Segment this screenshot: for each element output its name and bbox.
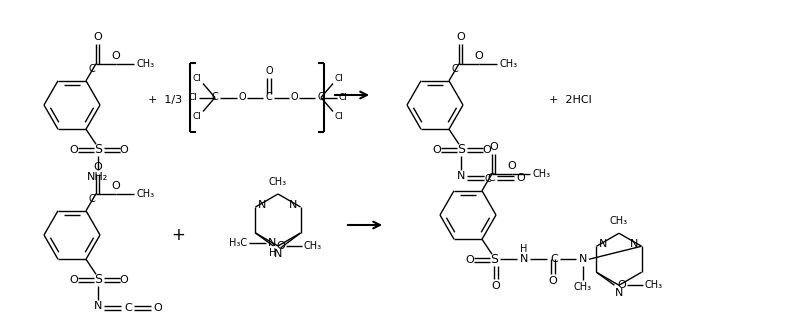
Text: Cl: Cl (193, 74, 202, 83)
Text: S: S (457, 143, 465, 156)
Text: O: O (549, 276, 558, 286)
Text: N: N (457, 171, 465, 181)
Text: H: H (269, 248, 276, 258)
Text: C: C (89, 194, 95, 204)
Text: CH₃: CH₃ (645, 280, 662, 290)
Text: N: N (599, 239, 608, 249)
Text: CH₃: CH₃ (500, 59, 518, 69)
Text: Cl: Cl (189, 93, 198, 102)
Text: S: S (94, 273, 102, 286)
Text: S: S (94, 143, 102, 156)
Text: O: O (93, 162, 102, 172)
Text: O: O (120, 275, 128, 285)
Text: Cl: Cl (334, 112, 343, 121)
Text: N: N (94, 301, 102, 311)
Text: N: N (579, 254, 587, 264)
Text: N: N (258, 200, 266, 210)
Text: N: N (274, 249, 282, 259)
Text: O: O (617, 280, 626, 290)
Text: NH₂: NH₂ (87, 172, 109, 182)
Text: O: O (265, 66, 273, 76)
Text: H₃C: H₃C (230, 238, 247, 248)
Text: C: C (550, 254, 558, 264)
Text: CH₃: CH₃ (610, 216, 628, 226)
Text: C: C (452, 64, 458, 74)
Text: C: C (89, 64, 95, 74)
Text: O: O (70, 145, 78, 155)
Text: O: O (238, 93, 246, 102)
Text: O: O (456, 32, 465, 42)
Text: CH₃: CH₃ (303, 241, 322, 251)
Text: O: O (112, 181, 120, 191)
Text: Cl: Cl (193, 112, 202, 121)
Text: Cl: Cl (334, 74, 343, 83)
Text: O: O (466, 255, 474, 265)
Text: O: O (70, 275, 78, 285)
Text: CH₃: CH₃ (137, 189, 155, 199)
Text: N: N (268, 238, 277, 248)
Text: CH₃: CH₃ (269, 177, 287, 187)
Text: +  2HCl: + 2HCl (549, 95, 591, 105)
Text: N: N (630, 239, 638, 249)
Text: O: O (120, 145, 128, 155)
Text: CH₃: CH₃ (137, 59, 155, 69)
Text: N: N (615, 288, 623, 298)
Text: O: O (492, 281, 500, 291)
Text: Cl: Cl (338, 93, 347, 102)
Text: S: S (490, 253, 498, 266)
Text: O: O (489, 142, 498, 152)
Text: O: O (482, 145, 491, 155)
Text: O: O (517, 173, 526, 183)
Text: C: C (485, 174, 491, 184)
Text: +: + (171, 226, 185, 244)
Text: C: C (124, 303, 132, 313)
Text: O: O (508, 161, 516, 171)
Text: N: N (520, 254, 528, 264)
Text: O: O (112, 51, 120, 61)
Text: CH₃: CH₃ (533, 169, 551, 179)
Text: C: C (266, 93, 272, 102)
Text: C: C (212, 93, 218, 102)
Text: H: H (520, 244, 528, 254)
Text: O: O (433, 145, 442, 155)
Text: O: O (276, 241, 285, 251)
Text: O: O (474, 51, 483, 61)
Text: C: C (318, 93, 324, 102)
Text: CH₃: CH₃ (574, 282, 592, 292)
Text: N: N (290, 200, 298, 210)
Text: O: O (154, 303, 162, 313)
Text: +  1/3: + 1/3 (148, 95, 182, 105)
Text: C: C (487, 173, 495, 183)
Text: O: O (290, 93, 298, 102)
Text: O: O (93, 32, 102, 42)
